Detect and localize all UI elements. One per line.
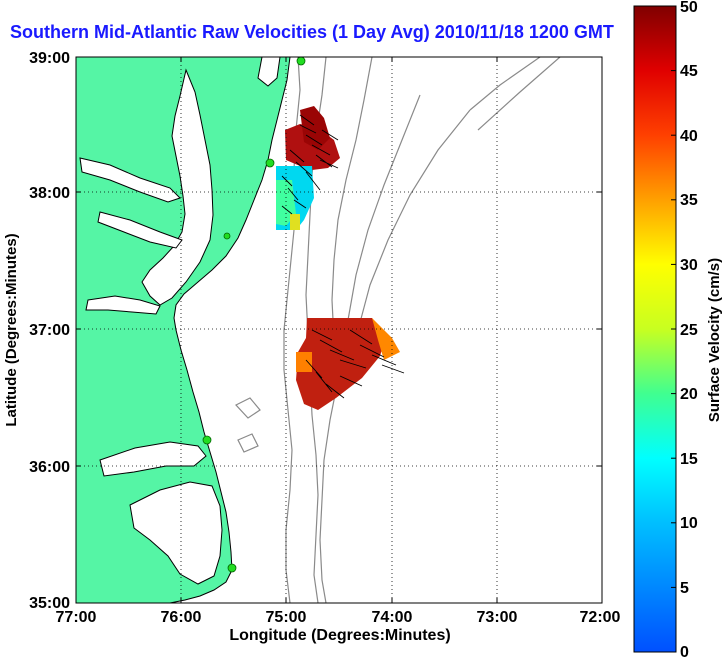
station-marker (265, 158, 275, 168)
x-axis-label: Longitude (Degrees:Minutes) (229, 627, 450, 644)
station-marker (223, 232, 231, 240)
station-marker (202, 435, 212, 445)
y-tick-label: 39:00 (29, 50, 70, 67)
y-tick-label: 38:00 (29, 185, 70, 202)
colorbar-label: Surface Velocity (cm/s) (706, 258, 723, 422)
x-tick-label: 77:00 (56, 609, 97, 626)
x-tick-label: 72:00 (580, 609, 621, 626)
colorbar-tick-label: 45 (680, 63, 698, 80)
chesapeake-bay (141, 68, 214, 306)
colorbar-tick-label: 30 (680, 257, 698, 274)
colorbar-tick-label: 15 (680, 451, 698, 468)
pamlico-sound (129, 481, 223, 585)
map-title: Southern Mid-Atlantic Raw Velocities (1 … (10, 22, 614, 42)
albemarle-sound (99, 441, 207, 477)
potomac-river (79, 157, 181, 203)
tick-marks (76, 57, 602, 603)
rappahannock-river (97, 211, 183, 249)
colorbar-tick-label: 25 (680, 322, 698, 339)
colorbar-tick-label: 0 (680, 644, 689, 659)
colorbar-tick-label: 40 (680, 128, 698, 145)
x-tick-label: 73:00 (477, 609, 518, 626)
graticule (76, 57, 602, 603)
colorbar-tick-label: 50 (680, 0, 698, 16)
radar-stations (202, 57, 306, 573)
y-tick-label: 37:00 (29, 322, 70, 339)
y-tick-label: 36:00 (29, 459, 70, 476)
colorbar-tick-label: 20 (680, 386, 698, 403)
delaware-bay (257, 57, 281, 87)
colorbar-tick-labels: 50 45 40 35 30 25 20 15 10 5 0 (680, 0, 698, 659)
velocity-patch-south-edge (372, 318, 400, 360)
velocity-patch-south (296, 318, 386, 410)
velocity-patch-south-west (296, 352, 312, 372)
y-axis-label: Latitude (Degrees:Minutes) (3, 233, 20, 426)
velocity-patch-north-core (300, 106, 330, 150)
velocity-patch-mid-yellow (290, 214, 300, 230)
x-tick-label: 76:00 (161, 609, 202, 626)
x-tick-label: 75:00 (266, 609, 307, 626)
plot-frame (75, 56, 603, 604)
colorbar-ticks (671, 70, 676, 588)
y-tick-label: 35:00 (29, 595, 70, 612)
james-river (85, 295, 161, 315)
colorbar-tick-label: 5 (680, 580, 689, 597)
x-tick-labels: 77:00 76:00 75:00 74:00 73:00 72:00 (56, 609, 621, 626)
x-tick-label: 74:00 (372, 609, 413, 626)
station-marker (227, 563, 237, 573)
colorbar (633, 5, 677, 653)
station-marker (296, 57, 306, 66)
colorbar-tick-label: 35 (680, 192, 698, 209)
colorbar-tick-label: 10 (680, 515, 698, 532)
velocity-arrows (281, 114, 405, 399)
y-tick-labels: 39:00 38:00 37:00 36:00 35:00 (29, 50, 70, 612)
